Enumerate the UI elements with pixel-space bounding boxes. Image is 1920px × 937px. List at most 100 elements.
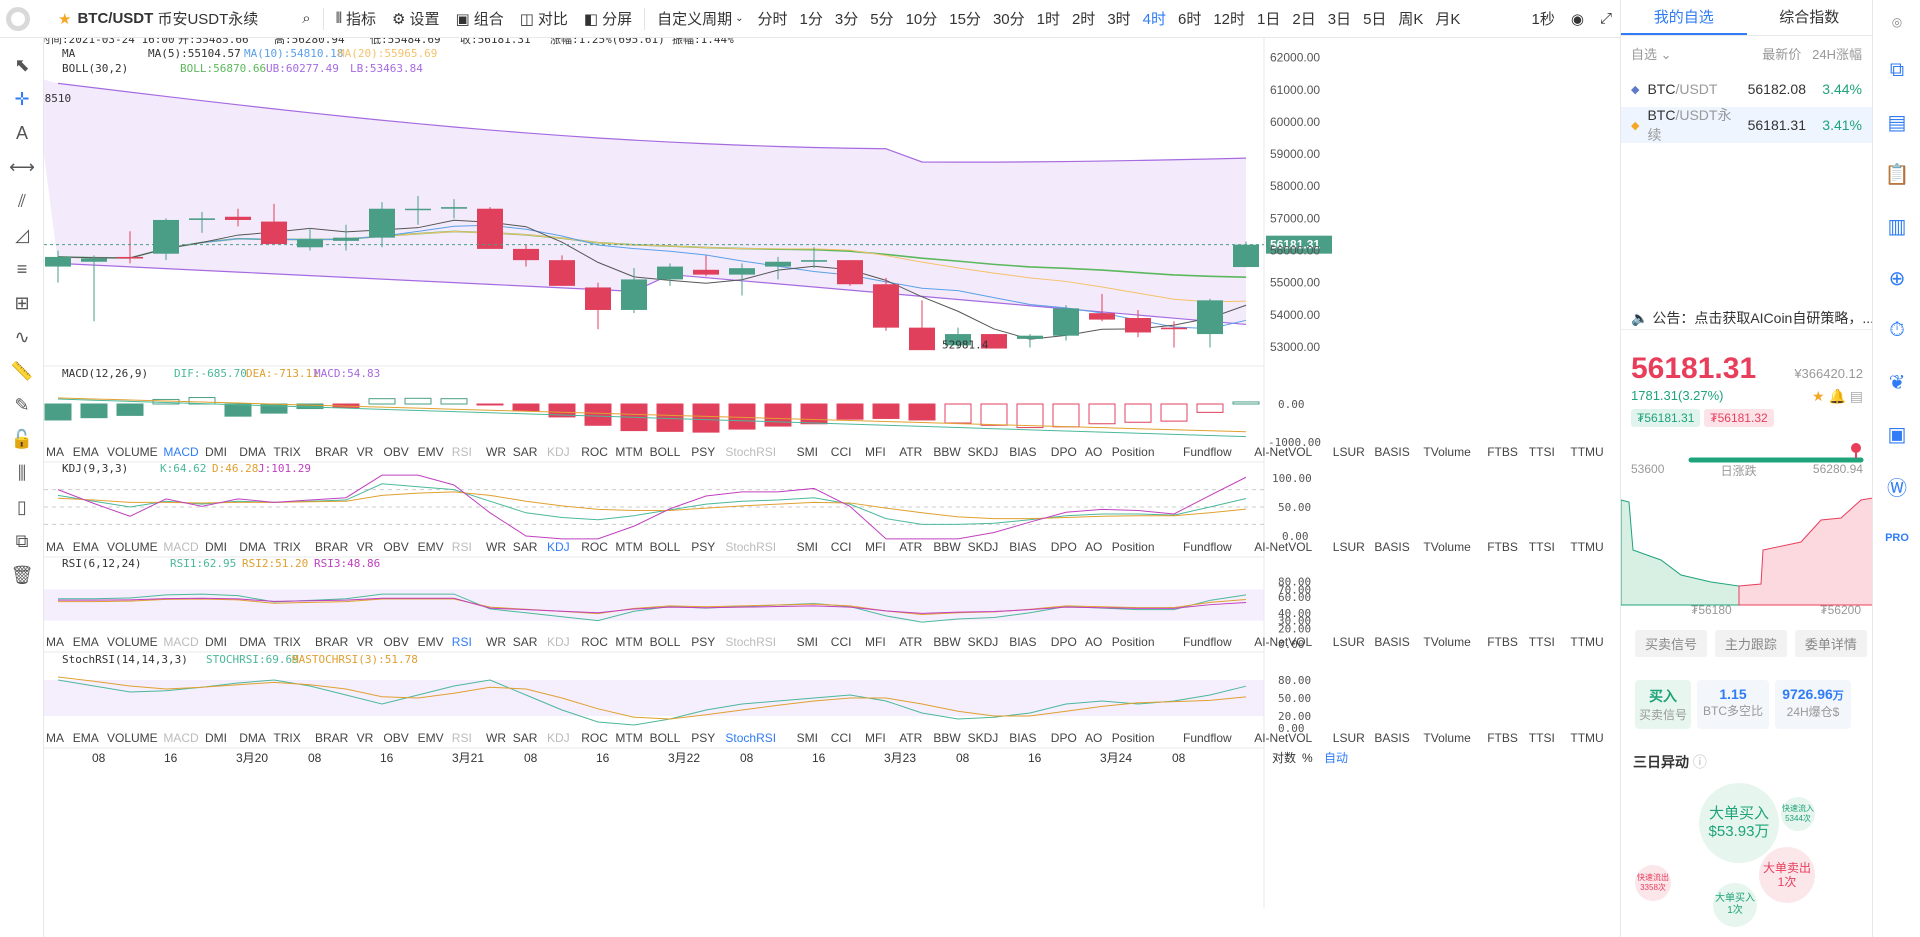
- indicator-tab[interactable]: VR: [357, 445, 374, 459]
- indicator-tab[interactable]: BASIS: [1374, 445, 1409, 459]
- indicator-tab[interactable]: RSI: [452, 635, 472, 649]
- tab-watchlist[interactable]: 我的自选: [1621, 0, 1747, 35]
- period-tab[interactable]: 10分: [905, 11, 938, 28]
- custom-period-dropdown[interactable]: 自定义周期 ⌄: [657, 11, 744, 28]
- brush-icon[interactable]: ✎: [14, 394, 30, 415]
- indicator-tab[interactable]: MFI: [865, 445, 886, 459]
- indicator-tab[interactable]: PSY: [691, 731, 715, 745]
- indicator-tab[interactable]: ATR: [899, 445, 922, 459]
- indicator-tab[interactable]: DMI: [205, 540, 227, 554]
- indicator-tab[interactable]: KDJ: [547, 445, 570, 459]
- indicator-tab[interactable]: CCI: [831, 445, 852, 459]
- period-tab[interactable]: 2时: [1071, 11, 1096, 28]
- indicator-tab[interactable]: SMI: [797, 731, 818, 745]
- indicator-tab[interactable]: EMV: [418, 635, 444, 649]
- magnet-icon[interactable]: ⫼: [17, 462, 27, 483]
- indicator-tab[interactable]: PSY: [691, 540, 715, 554]
- chart-area[interactable]: 56181.31 62000.00 61000.00 60000.00 59000.00…: [44, 38, 1620, 937]
- indicator-tab[interactable]: OBV: [383, 540, 408, 554]
- indicator-tab[interactable]: BIAS: [1009, 540, 1036, 554]
- indicator-tab[interactable]: PSY: [691, 635, 715, 649]
- indicator-tab[interactable]: TVolume: [1423, 635, 1471, 649]
- indicator-tab[interactable]: MA: [46, 731, 64, 745]
- leaf-icon[interactable]: ❦: [1888, 371, 1906, 394]
- indicator-tab[interactable]: BASIS: [1374, 635, 1409, 649]
- indicator-tab[interactable]: StochRSI: [725, 635, 776, 649]
- indicator-tab[interactable]: SKDJ: [968, 445, 999, 459]
- indicator-tab[interactable]: TTSI: [1529, 635, 1555, 649]
- long-short-box[interactable]: 1.15 BTC多空比: [1697, 680, 1769, 729]
- indicator-tab[interactable]: TTMU: [1570, 731, 1603, 745]
- indicator-tab[interactable]: SAR: [513, 540, 538, 554]
- bubble-big-buy-count[interactable]: 大单买入 1次: [1713, 883, 1757, 927]
- indicator-tab[interactable]: VR: [357, 540, 374, 554]
- indicator-tab[interactable]: PSY: [691, 445, 715, 459]
- indicator-button[interactable]: ⫴ 指标: [335, 10, 377, 28]
- indicator-tab[interactable]: AI-NetVOL: [1254, 445, 1312, 459]
- indicator-tab[interactable]: EMA: [73, 635, 99, 649]
- percent-toggle[interactable]: %: [1302, 751, 1313, 765]
- indicator-tab[interactable]: MA: [46, 635, 64, 649]
- indicator-tab[interactable]: DMA: [239, 540, 266, 554]
- indicator-tab[interactable]: BOLL: [650, 635, 681, 649]
- indicator-tab[interactable]: VR: [357, 635, 374, 649]
- indicator-tab[interactable]: ROC: [581, 731, 608, 745]
- liquidation-box[interactable]: 9726.96万 24H爆仓$: [1775, 680, 1851, 729]
- indicator-tab[interactable]: OBV: [383, 731, 408, 745]
- period-tab[interactable]: 月K: [1435, 11, 1461, 28]
- indicator-tab[interactable]: CCI: [831, 731, 852, 745]
- period-tab[interactable]: 3日: [1327, 11, 1352, 28]
- indicator-tab[interactable]: KDJ: [547, 635, 570, 649]
- indicator-tab[interactable]: TRIX: [273, 731, 300, 745]
- camera-icon[interactable]: ◉: [1570, 10, 1584, 28]
- auto-scale-toggle[interactable]: 自动: [1324, 751, 1348, 765]
- indicator-tab[interactable]: MTM: [615, 731, 642, 745]
- indicator-tab[interactable]: AO: [1085, 445, 1102, 459]
- indicator-tab[interactable]: BASIS: [1374, 731, 1409, 745]
- star-icon[interactable]: ★ 🔔 ▤: [1811, 388, 1863, 404]
- indicator-tab[interactable]: WR: [486, 635, 506, 649]
- indicator-tab[interactable]: EMA: [73, 731, 99, 745]
- indicator-tab[interactable]: RSI: [452, 731, 472, 745]
- indicator-tab[interactable]: TTMU: [1570, 445, 1603, 459]
- bar-chart-icon[interactable]: ▥: [1887, 215, 1907, 238]
- period-tab[interactable]: 6时: [1178, 11, 1202, 28]
- indicator-tab[interactable]: FTBS: [1487, 731, 1518, 745]
- indicator-tab[interactable]: MTM: [615, 635, 642, 649]
- indicator-tab[interactable]: EMA: [73, 540, 99, 554]
- indicator-tab[interactable]: LSUR: [1333, 635, 1365, 649]
- indicator-tab[interactable]: BBW: [933, 635, 961, 649]
- ruler-icon[interactable]: 📏: [10, 360, 34, 381]
- watchlist-row[interactable]: ◆ BTC/USDT永续 56181.31 3.41%: [1621, 107, 1872, 143]
- indicator-tab[interactable]: ROC: [581, 445, 608, 459]
- indicator-tab[interactable]: SKDJ: [968, 540, 999, 554]
- indicator-tab[interactable]: DMI: [205, 635, 227, 649]
- indicator-tab[interactable]: AO: [1085, 731, 1102, 745]
- indicator-tab[interactable]: BIAS: [1009, 635, 1036, 649]
- indicator-tab[interactable]: TVolume: [1423, 445, 1471, 459]
- indicator-tab[interactable]: DMA: [239, 635, 266, 649]
- indicator-tab[interactable]: MA: [46, 540, 64, 554]
- indicator-tab[interactable]: DPO: [1051, 445, 1077, 459]
- indicator-tab[interactable]: BBW: [933, 731, 961, 745]
- mainforce-pill[interactable]: 主力跟踪: [1714, 630, 1787, 657]
- settings-button[interactable]: ⚙ 设置: [392, 10, 440, 29]
- indicator-tab[interactable]: SKDJ: [968, 731, 999, 745]
- w-icon[interactable]: Ⓦ: [1887, 477, 1907, 500]
- indicator-tab[interactable]: DMI: [205, 731, 227, 745]
- indicator-tab[interactable]: AO: [1085, 635, 1102, 649]
- indicator-tab[interactable]: MFI: [865, 540, 886, 554]
- indicator-tab[interactable]: WR: [486, 540, 506, 554]
- indicator-tab[interactable]: StochRSI: [725, 540, 776, 554]
- indicator-tab[interactable]: AI-NetVOL: [1254, 635, 1312, 649]
- indicator-tab[interactable]: MFI: [865, 731, 886, 745]
- indicator-tab[interactable]: VOLUME: [107, 635, 158, 649]
- cursor-icon[interactable]: ⬉: [14, 54, 30, 75]
- period-tab[interactable]: 2日: [1292, 11, 1316, 28]
- indicator-tab[interactable]: BRAR: [315, 635, 349, 649]
- indicator-tab[interactable]: FTBS: [1487, 635, 1518, 649]
- indicator-tab[interactable]: OBV: [383, 635, 408, 649]
- lock-icon[interactable]: 🔓: [10, 428, 34, 449]
- indicator-tab[interactable]: DMI: [205, 445, 227, 459]
- indicator-tab[interactable]: BASIS: [1374, 540, 1409, 554]
